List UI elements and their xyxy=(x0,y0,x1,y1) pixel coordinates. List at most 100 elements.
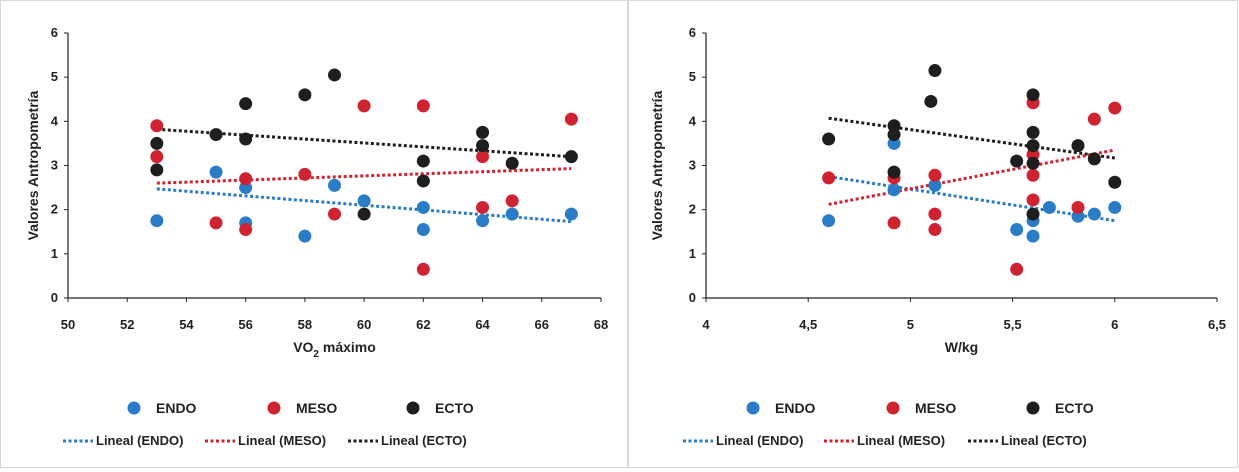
data-point-endo xyxy=(822,214,836,228)
data-point-meso xyxy=(416,99,430,113)
x-tick-label: 54 xyxy=(179,317,194,332)
y-tick-label: 2 xyxy=(51,202,58,217)
data-point-ecto xyxy=(887,128,901,142)
x-axis-title-main: VO xyxy=(293,339,313,355)
data-point-endo xyxy=(328,178,341,192)
data-point-meso xyxy=(416,262,430,276)
data-point-meso xyxy=(564,112,578,126)
data-point-meso xyxy=(1108,101,1122,115)
legend-label-meso: MESO xyxy=(296,400,337,416)
data-point-meso xyxy=(476,200,490,214)
data-point-endo xyxy=(1108,200,1122,214)
y-tick-label: 0 xyxy=(51,290,58,305)
data-point-endo xyxy=(209,165,223,179)
x-axis-title-main: W/kg xyxy=(945,339,978,355)
y-tick-label: 3 xyxy=(689,158,696,173)
chart-panel-vo2: 0 1 2 3 4 5 6 50 52 54 56 58 60 62 64 66 68 Valores Antro… xyxy=(0,0,628,468)
data-point-meso xyxy=(887,216,901,230)
data-point-meso xyxy=(928,207,942,221)
data-point-meso xyxy=(1026,168,1040,182)
x-tick-label: 68 xyxy=(594,317,608,332)
legend-trend-label-meso: Lineal (MESO) xyxy=(238,433,326,448)
x-tick-label: 64 xyxy=(475,317,490,332)
data-point-meso xyxy=(298,167,312,181)
y-tick-label: 0 xyxy=(689,290,696,305)
legend-marker-ecto xyxy=(1026,401,1040,415)
x-tick-label: 60 xyxy=(357,317,371,332)
data-point-ecto xyxy=(1010,154,1024,168)
data-point-endo xyxy=(298,229,312,243)
y-axis-title: Valores Antropometría xyxy=(25,90,41,240)
legend-trend-label-ecto: Lineal (ECTO) xyxy=(381,433,467,448)
data-point-endo xyxy=(564,207,578,221)
y-tick-label: 5 xyxy=(51,69,58,84)
y-axis-title: Valores Antropometría xyxy=(649,90,665,240)
legend-marker-endo xyxy=(127,401,141,415)
data-point-endo xyxy=(1026,229,1040,243)
y-tick-label: 4 xyxy=(689,113,697,128)
x-tick-label: 5,5 xyxy=(1004,317,1022,332)
legend-label-ecto: ECTO xyxy=(1055,400,1094,416)
chart-svg-wkg: 0 1 2 3 4 5 6 4 4,5 5 5,5 6 6,5 Valores Antropometría… xyxy=(649,25,1226,448)
data-point-endo xyxy=(928,178,942,192)
legend-trend-label-ecto: Lineal (ECTO) xyxy=(1001,433,1087,448)
data-point-meso xyxy=(1026,193,1040,207)
x-tick-label: 58 xyxy=(298,317,312,332)
data-point-meso xyxy=(1010,262,1024,276)
x-tick-label: 6,5 xyxy=(1208,317,1226,332)
data-point-ecto xyxy=(1026,156,1040,170)
legend-label-meso: MESO xyxy=(915,400,956,416)
data-point-meso xyxy=(505,194,519,208)
x-tick-label: 6 xyxy=(1111,317,1118,332)
trendline-endo xyxy=(828,175,1116,223)
data-point-ecto xyxy=(1026,139,1040,153)
x-tick-label: 5 xyxy=(907,317,914,332)
data-point-meso xyxy=(1087,112,1101,126)
trendline-endo xyxy=(156,187,572,224)
data-point-ecto xyxy=(928,64,942,78)
data-point-ecto xyxy=(476,139,490,153)
x-axis-title-subscript: 2 xyxy=(313,349,319,360)
data-point-endo xyxy=(150,214,164,228)
data-point-endo xyxy=(1010,223,1024,237)
legend-marker-meso xyxy=(886,401,900,415)
data-point-ecto xyxy=(150,136,164,150)
data-point-meso xyxy=(928,168,942,182)
legend-label-endo: ENDO xyxy=(156,400,197,416)
data-point-ecto xyxy=(328,68,341,82)
data-point-meso xyxy=(357,99,371,113)
data-point-meso xyxy=(239,172,253,186)
data-point-ecto xyxy=(1108,175,1122,189)
legend-trend-label-meso: Lineal (MESO) xyxy=(857,433,945,448)
data-point-endo xyxy=(887,183,901,197)
data-point-meso xyxy=(928,223,942,237)
data-point-ecto xyxy=(1026,207,1040,221)
x-axis-title: VO2 máximo xyxy=(293,339,376,360)
y-tick-label: 5 xyxy=(689,69,696,84)
data-point-ecto xyxy=(239,97,253,111)
y-tick-label: 6 xyxy=(689,25,696,40)
chart-panel-wkg: 0 1 2 3 4 5 6 4 4,5 5 5,5 6 6,5 Valores Antropometría… xyxy=(628,0,1238,468)
trendline-meso xyxy=(828,148,1116,206)
x-tick-label: 52 xyxy=(120,317,134,332)
data-point-ecto xyxy=(1087,152,1101,166)
legend-marker-meso xyxy=(267,401,281,415)
data-point-ecto xyxy=(1071,139,1085,153)
data-point-ecto xyxy=(924,94,938,108)
legend-marker-endo xyxy=(746,401,760,415)
data-point-ecto xyxy=(209,128,223,142)
legend-trend-label-endo: Lineal (ENDO) xyxy=(716,433,803,448)
legend-label-ecto: ECTO xyxy=(435,400,474,416)
data-point-ecto xyxy=(1026,125,1040,139)
data-point-ecto xyxy=(887,165,901,179)
y-tick-label: 1 xyxy=(51,246,58,261)
legend-marker-ecto xyxy=(406,401,420,415)
legend-label-endo: ENDO xyxy=(775,400,816,416)
y-tick-label: 2 xyxy=(689,202,696,217)
data-point-meso xyxy=(209,216,223,230)
trendline-ecto xyxy=(828,116,1116,160)
x-tick-label: 4 xyxy=(702,317,710,332)
x-axis-title-rest: máximo xyxy=(319,339,376,355)
data-point-endo xyxy=(1042,200,1056,214)
